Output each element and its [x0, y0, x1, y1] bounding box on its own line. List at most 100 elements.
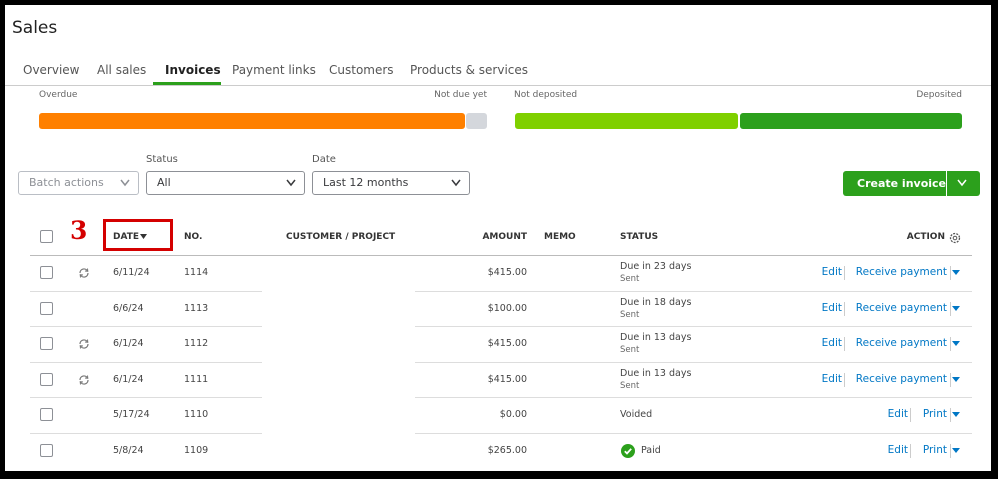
batch-actions-button[interactable]: Batch actions: [18, 171, 139, 195]
separator: [844, 337, 845, 351]
deposited-bar: [740, 113, 962, 129]
page-title: Sales: [12, 18, 58, 38]
column-header: MEMO: [544, 232, 576, 242]
annotation-box: [103, 219, 173, 251]
number-cell: 1114: [184, 267, 209, 278]
status-label: Status: [146, 154, 178, 165]
annotation-number: 3: [70, 216, 88, 245]
overdue-bar: [39, 113, 465, 129]
separator: [950, 337, 951, 351]
select-all-checkbox[interactable]: [40, 230, 53, 243]
date-label: Date: [312, 154, 336, 165]
action-link[interactable]: Print: [922, 443, 947, 456]
separator: [950, 372, 951, 387]
action-dropdown[interactable]: [952, 447, 960, 454]
summary-label: Deposited: [916, 90, 962, 100]
row-divider: [415, 290, 972, 292]
row-checkbox[interactable]: [40, 337, 53, 350]
action-link[interactable]: Edit: [821, 266, 842, 278]
row-divider: [30, 397, 262, 398]
action-dropdown[interactable]: [952, 376, 960, 383]
chevron: [286, 179, 296, 187]
number-cell: 1111: [184, 373, 209, 385]
tab[interactable]: Invoices: [165, 63, 221, 77]
tab[interactable]: Payment links: [232, 63, 316, 77]
row-checkbox[interactable]: [40, 372, 53, 386]
status-text: Due in 18 days: [620, 296, 692, 308]
chevron[interactable]: [957, 179, 967, 187]
status-select[interactable]: All: [146, 171, 305, 195]
number-cell: 1112: [184, 338, 209, 349]
action-link[interactable]: Edit: [887, 443, 908, 456]
summary-label: Not deposited: [514, 90, 578, 100]
tab[interactable]: Products & services: [410, 63, 529, 77]
row-checkbox[interactable]: [40, 301, 53, 315]
separator: [910, 408, 911, 422]
summary-label: Overdue: [39, 90, 78, 100]
number-cell: 1109: [184, 444, 209, 456]
separator: [950, 408, 951, 422]
action-link[interactable]: Receive payment: [855, 266, 947, 278]
status-detail: Sent: [620, 274, 640, 284]
row-divider: [415, 397, 972, 398]
action-dropdown[interactable]: [952, 270, 960, 276]
column-header[interactable]: DATE: [113, 232, 140, 242]
chevron: [120, 179, 130, 187]
column-header: STATUS: [620, 232, 659, 242]
status-text: Due in 13 days: [620, 367, 692, 379]
action-link[interactable]: Receive payment: [855, 372, 947, 385]
amount-cell: $100.00: [487, 302, 527, 314]
divider: [5, 85, 991, 86]
date-cell: 6/1/24: [113, 338, 144, 349]
action-dropdown[interactable]: [952, 305, 960, 312]
recurring-icon: [79, 374, 89, 385]
action-dropdown[interactable]: [952, 412, 960, 418]
separator: [950, 266, 951, 280]
create-invoice-text: Create invoice: [857, 177, 947, 190]
column-header: CUSTOMER / PROJECT: [286, 232, 396, 242]
date-select[interactable]: Last 12 months: [312, 171, 470, 195]
column-header: NO.: [184, 232, 203, 242]
status-detail: Sent: [620, 309, 640, 320]
row-divider: [30, 361, 262, 363]
column-header: AMOUNT: [482, 232, 527, 242]
number-cell: 1113: [184, 302, 209, 314]
column-header: ACTION: [906, 232, 945, 242]
date-cell: 6/11/24: [113, 267, 150, 278]
split: [946, 171, 947, 196]
row-divider: [415, 361, 972, 363]
row-checkbox[interactable]: [40, 443, 53, 457]
summary-label: Not due yet: [434, 90, 487, 100]
separator: [844, 301, 845, 316]
settings-icon[interactable]: [949, 232, 961, 244]
action-link[interactable]: Edit: [887, 408, 908, 420]
recurring-icon: [79, 339, 89, 349]
paid-icon: [621, 443, 635, 458]
date-value: Last 12 months: [323, 176, 409, 189]
action-link[interactable]: Receive payment: [855, 301, 947, 314]
status-detail: Sent: [620, 380, 640, 391]
tab[interactable]: Overview: [23, 63, 80, 77]
status-text: Due in 13 days: [620, 332, 692, 343]
action-link[interactable]: Edit: [821, 337, 842, 349]
separator: [844, 372, 845, 387]
amount-cell: $415.00: [487, 267, 527, 278]
date-cell: 6/6/24: [113, 302, 144, 314]
create-invoice-button[interactable]: Create invoice: [843, 171, 980, 196]
tab[interactable]: All sales: [97, 63, 147, 77]
action-link[interactable]: Print: [922, 408, 947, 420]
row-checkbox[interactable]: [40, 266, 53, 279]
action-dropdown[interactable]: [952, 341, 960, 347]
row-divider: [415, 432, 972, 434]
row-divider: [30, 290, 262, 292]
action-link[interactable]: Edit: [821, 372, 842, 385]
separator: [950, 301, 951, 316]
row-checkbox[interactable]: [40, 408, 53, 421]
separator: [950, 443, 951, 458]
sort-arrow: [140, 234, 147, 239]
action-link[interactable]: Receive payment: [855, 337, 947, 349]
separator: [844, 266, 845, 280]
action-link[interactable]: Edit: [821, 301, 842, 314]
tab[interactable]: Customers: [329, 63, 394, 77]
status-text: Voided: [620, 409, 653, 420]
